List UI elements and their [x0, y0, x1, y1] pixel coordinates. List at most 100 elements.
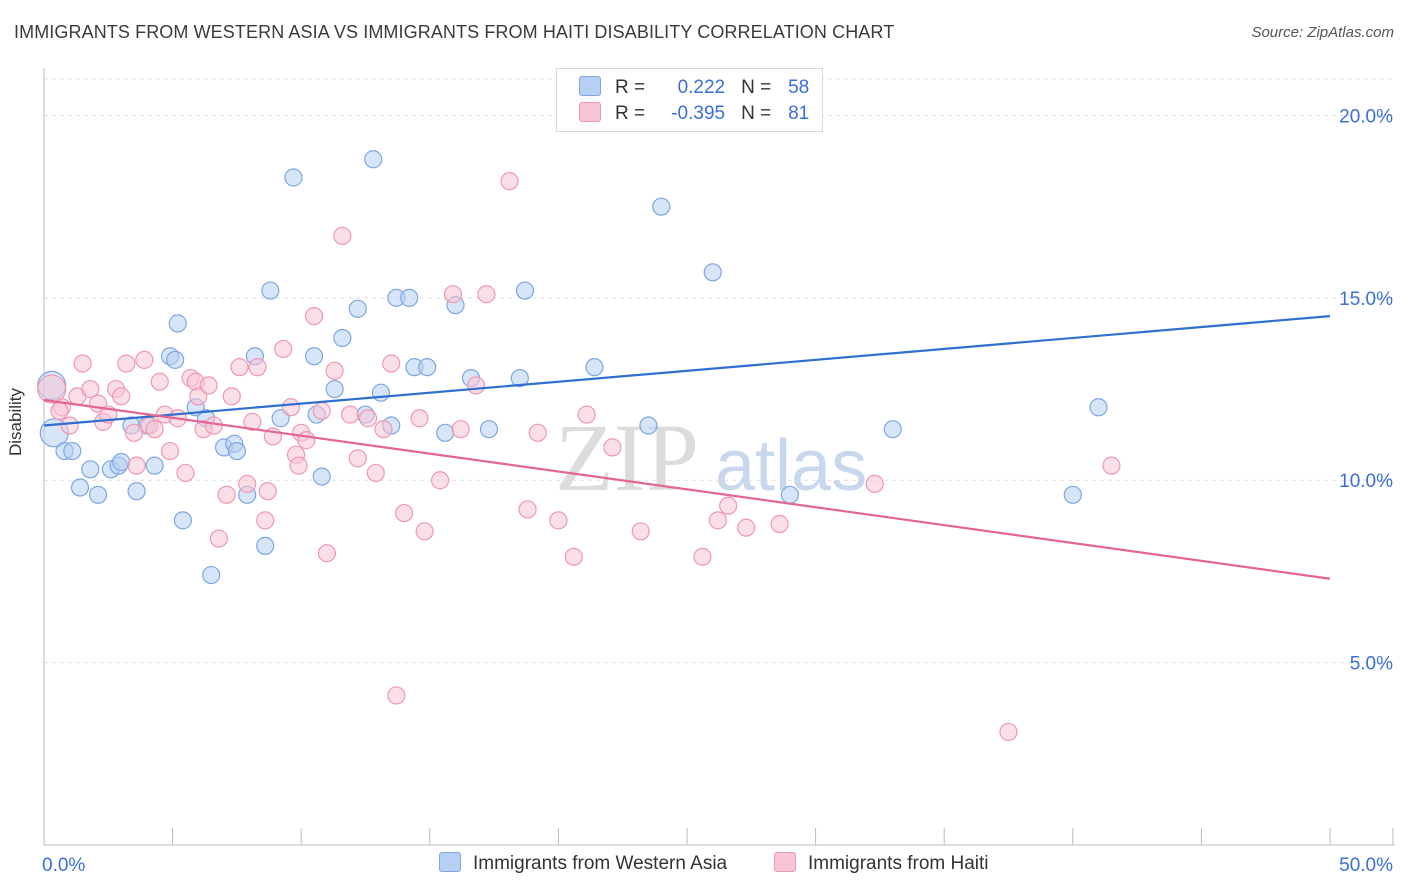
- data-point-western-asia: [639, 416, 658, 435]
- data-point-haiti: [518, 500, 537, 519]
- data-point-haiti: [50, 401, 69, 421]
- data-point-haiti: [1102, 456, 1121, 475]
- legend-swatch-blue: [579, 76, 601, 96]
- watermark: ZIP atlas: [555, 404, 867, 511]
- data-point-haiti: [631, 522, 650, 541]
- legend-row-haiti: R = -0.395 N = 81: [579, 102, 809, 126]
- data-point-western-asia: [88, 485, 108, 504]
- legend-row-western-asia: R = 0.222 N = 58: [579, 76, 809, 100]
- data-point-haiti: [737, 518, 756, 537]
- bottom-legend-label: Immigrants from Haiti: [808, 853, 989, 874]
- data-point-western-asia: [127, 482, 146, 501]
- data-point-western-asia: [227, 441, 246, 461]
- data-point-haiti: [500, 172, 519, 191]
- data-point-haiti: [230, 358, 249, 377]
- watermark-zip: ZIP: [555, 404, 699, 511]
- chart-title: IMMIGRANTS FROM WESTERN ASIA VS IMMIGRAN…: [14, 22, 895, 42]
- data-point-western-asia: [652, 197, 671, 216]
- data-point-haiti: [176, 463, 195, 483]
- data-point-western-asia: [256, 536, 275, 555]
- data-point-haiti: [770, 514, 789, 534]
- data-point-haiti: [204, 416, 223, 435]
- data-point-haiti: [693, 547, 712, 566]
- data-point-haiti: [325, 361, 344, 380]
- data-point-haiti: [217, 485, 236, 504]
- data-point-western-asia: [63, 441, 82, 461]
- bottom-legend-haiti: Immigrants from Haiti: [774, 852, 989, 875]
- data-point-western-asia: [780, 485, 799, 504]
- legend-r-value: 0.222: [677, 77, 726, 98]
- data-point-western-asia: [70, 478, 90, 497]
- data-point-western-asia: [168, 314, 187, 333]
- data-point-western-asia: [284, 168, 303, 187]
- tick-labels: 5.0% 10.0% 15.0% 20.0% 0.0% 50.0%: [42, 106, 1393, 876]
- trend-line-haiti: [43, 398, 1331, 580]
- legend-r-label: R =: [615, 77, 646, 98]
- data-point-haiti: [312, 401, 331, 421]
- data-point-haiti: [150, 372, 169, 391]
- data-point-western-asia: [515, 281, 535, 300]
- y-tick-label: 10.0%: [1339, 471, 1393, 492]
- data-point-haiti: [124, 423, 144, 442]
- data-point-haiti: [333, 226, 352, 245]
- data-point-haiti: [348, 449, 367, 468]
- data-point-haiti: [394, 503, 414, 523]
- data-point-western-asia: [1063, 485, 1082, 504]
- data-point-haiti: [248, 358, 267, 377]
- data-point-haiti: [451, 420, 470, 439]
- x-tick-label: 50.0%: [1339, 855, 1393, 876]
- data-point-western-asia: [304, 347, 324, 366]
- data-point-haiti: [443, 285, 463, 304]
- data-point-western-asia: [312, 467, 331, 486]
- data-point-haiti: [199, 376, 218, 395]
- data-point-haiti: [577, 405, 596, 424]
- y-tick-label: 15.0%: [1339, 289, 1393, 310]
- legend-n-label: N =: [741, 77, 772, 98]
- data-point-haiti: [258, 482, 277, 501]
- data-point-haiti: [274, 339, 293, 359]
- data-point-western-asia: [371, 383, 391, 402]
- data-point-western-asia: [145, 456, 164, 475]
- data-point-haiti: [415, 522, 434, 541]
- data-point-haiti: [865, 474, 884, 493]
- data-point-western-asia: [436, 423, 455, 442]
- trend-lines: [43, 314, 1331, 580]
- data-point-haiti: [430, 471, 450, 490]
- data-point-haiti: [564, 547, 583, 566]
- data-point-haiti: [410, 409, 429, 428]
- data-point-haiti: [297, 431, 316, 450]
- data-point-haiti: [73, 354, 92, 373]
- data-point-haiti: [127, 456, 146, 475]
- data-point-western-asia: [364, 150, 383, 169]
- legend-swatch-pink: [579, 102, 601, 122]
- data-point-haiti: [160, 441, 180, 461]
- data-point-haiti: [466, 376, 486, 395]
- data-point-haiti: [60, 416, 79, 435]
- series-western-asia-points: [37, 150, 1108, 585]
- data-point-haiti: [243, 412, 262, 431]
- y-axis-label: Disability: [6, 387, 25, 456]
- data-point-haiti: [304, 306, 324, 326]
- data-point-western-asia: [400, 288, 419, 307]
- data-point-western-asia: [883, 420, 902, 439]
- data-point-western-asia: [510, 369, 529, 388]
- data-point-western-asia: [173, 511, 192, 530]
- data-point-western-asia: [166, 350, 185, 369]
- data-point-haiti: [238, 474, 257, 493]
- data-point-western-asia: [81, 460, 100, 479]
- data-point-haiti: [135, 350, 154, 369]
- legend-r-label: R =: [615, 103, 646, 124]
- data-point-haiti: [719, 496, 738, 515]
- data-point-western-asia: [479, 420, 499, 439]
- data-point-haiti: [708, 511, 727, 530]
- legend-r-value: -0.395: [671, 103, 726, 124]
- data-point-haiti: [37, 374, 67, 404]
- data-point-western-asia: [112, 452, 131, 472]
- data-point-haiti: [382, 354, 401, 373]
- legend-n-value: 81: [788, 103, 810, 124]
- data-point-haiti: [317, 544, 337, 563]
- data-point-western-asia: [418, 358, 437, 377]
- data-point-haiti: [387, 686, 406, 705]
- data-point-haiti: [603, 438, 622, 457]
